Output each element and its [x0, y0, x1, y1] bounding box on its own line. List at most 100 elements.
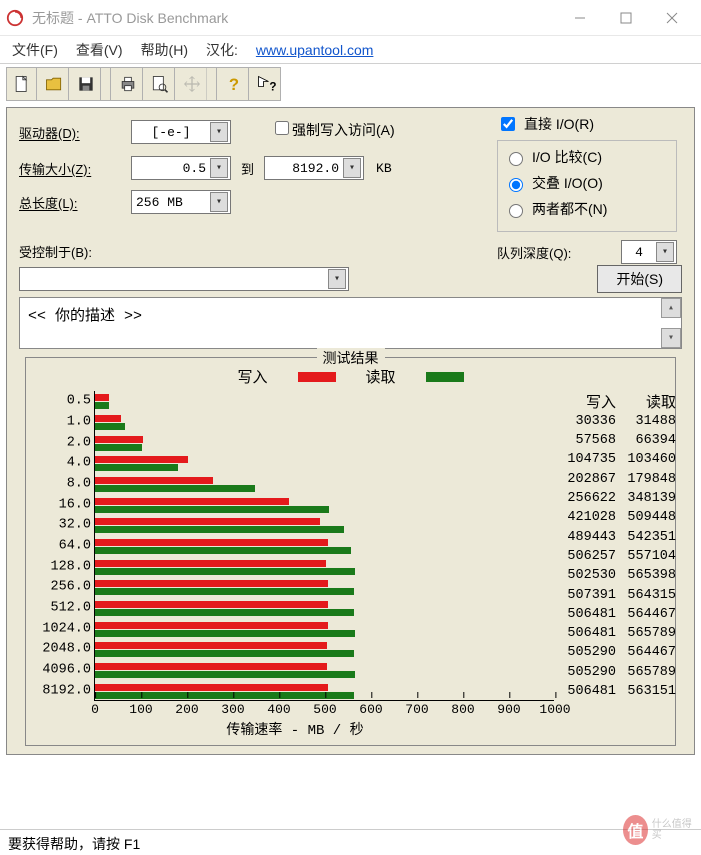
read-bar: [95, 630, 355, 637]
write-bar: [95, 539, 328, 546]
write-bar: [95, 436, 143, 443]
write-bar: [95, 498, 289, 505]
write-bar: [95, 518, 320, 525]
y-tick-label: 2048.0: [42, 642, 95, 657]
transfer-from-select[interactable]: 0.5: [131, 156, 231, 180]
transfer-to-select[interactable]: 8192.0: [264, 156, 364, 180]
force-write-checkbox[interactable]: 强制写入访问(A): [271, 118, 395, 140]
controlled-select[interactable]: [19, 267, 349, 291]
table-row: 489443542351: [554, 528, 678, 547]
help-icon[interactable]: ?: [219, 68, 249, 100]
svg-text:?: ?: [228, 75, 238, 94]
queue-select[interactable]: 4: [621, 240, 677, 264]
length-select[interactable]: 256 MB: [131, 190, 231, 214]
x-tick-label: 1000: [539, 700, 570, 717]
neither-radio[interactable]: 两者都不(N): [504, 199, 670, 219]
write-bar: [95, 663, 327, 670]
print-icon[interactable]: [113, 68, 143, 100]
chart-legend: 写入 读取: [36, 366, 665, 387]
save-icon[interactable]: [71, 68, 101, 100]
preview-icon[interactable]: [145, 68, 175, 100]
write-bar: [95, 580, 328, 587]
table-row: 506481565789: [554, 624, 678, 643]
direct-io-checkbox[interactable]: 直接 I/O(R): [497, 114, 677, 134]
write-bar: [95, 601, 328, 608]
y-tick-label: 512.0: [50, 601, 95, 616]
y-tick-label: 4096.0: [42, 663, 95, 678]
x-tick-label: 900: [497, 700, 520, 717]
statusbar: 要获得帮助，请按 F1: [0, 829, 701, 855]
close-button[interactable]: [649, 3, 695, 33]
watermark: 值 什么值得买: [623, 811, 693, 849]
toolbar-separator: [103, 68, 111, 100]
new-icon[interactable]: [7, 68, 37, 100]
table-row: 505290564467: [554, 644, 678, 663]
read-bar: [95, 506, 329, 513]
write-bar: [95, 642, 327, 649]
write-bar: [95, 560, 326, 567]
open-icon[interactable]: [39, 68, 69, 100]
scroll-down-icon[interactable]: ▾: [661, 328, 681, 348]
kb-label: KB: [364, 161, 392, 176]
x-tick-label: 200: [175, 700, 198, 717]
svg-text:?: ?: [269, 81, 276, 94]
y-tick-label: 1024.0: [42, 621, 95, 636]
read-bar: [95, 444, 142, 451]
window-controls: [557, 3, 695, 33]
y-tick-label: 256.0: [50, 580, 95, 595]
read-bar: [95, 464, 178, 471]
maximize-button[interactable]: [603, 3, 649, 33]
scroll-up-icon[interactable]: ▴: [661, 298, 681, 318]
write-bar: [95, 684, 328, 691]
menu-localize: 汉化:: [206, 40, 238, 60]
overlap-io-radio[interactable]: 交叠 I/O(O): [504, 173, 670, 193]
y-tick-label: 4.0: [67, 456, 95, 471]
menu-link[interactable]: www.upantool.com: [256, 42, 374, 58]
toolbar: ? ?: [6, 67, 281, 101]
y-tick-label: 2.0: [67, 435, 95, 450]
read-bar: [95, 650, 354, 657]
bar-chart: 0.51.02.04.08.016.032.064.0128.0256.0512…: [94, 391, 554, 701]
minimize-button[interactable]: [557, 3, 603, 33]
y-tick-label: 64.0: [59, 539, 95, 554]
y-tick-label: 16.0: [59, 497, 95, 512]
read-bar: [95, 609, 354, 616]
queue-label: 队列深度(Q):: [497, 243, 621, 262]
read-bar: [95, 402, 109, 409]
menu-file[interactable]: 文件(F): [12, 40, 58, 60]
x-tick-label: 500: [313, 700, 336, 717]
results-table: 写入 读取 3033631488575686639410473510346020…: [554, 391, 678, 739]
write-bar: [95, 456, 188, 463]
write-bar: [95, 415, 121, 422]
y-tick-label: 8192.0: [42, 683, 95, 698]
io-mode-group: I/O 比较(C) 交叠 I/O(O) 两者都不(N): [497, 140, 677, 232]
drive-select[interactable]: [-e-]: [131, 120, 231, 144]
description-box[interactable]: << 你的描述 >> ▴ ▾: [19, 297, 682, 349]
io-compare-radio[interactable]: I/O 比较(C): [504, 147, 670, 167]
context-help-icon[interactable]: ?: [251, 68, 281, 100]
y-tick-label: 0.5: [67, 394, 95, 409]
table-row: 506481564467: [554, 605, 678, 624]
menu-help[interactable]: 帮助(H): [141, 40, 188, 60]
write-bar: [95, 477, 213, 484]
move-icon[interactable]: [177, 68, 207, 100]
x-axis-label: 传输速率 - MB / 秒: [36, 719, 554, 739]
table-row: 507391564315: [554, 586, 678, 605]
x-tick-label: 0: [91, 700, 99, 717]
table-row: 202867179848: [554, 470, 678, 489]
x-tick-label: 100: [129, 700, 152, 717]
read-bar: [95, 671, 355, 678]
table-row: 104735103460: [554, 451, 678, 470]
menubar: 文件(F) 查看(V) 帮助(H) 汉化: www.upantool.com: [0, 36, 701, 64]
write-bar: [95, 394, 109, 401]
app-icon: [6, 9, 24, 27]
table-row: 505290565789: [554, 663, 678, 682]
read-bar: [95, 547, 351, 554]
start-button[interactable]: 开始(S): [597, 265, 682, 293]
table-row: 502530565398: [554, 566, 678, 585]
menu-view[interactable]: 查看(V): [76, 40, 123, 60]
table-row: 506257557104: [554, 547, 678, 566]
write-swatch: [298, 372, 336, 382]
table-row: 256622348139: [554, 489, 678, 508]
results-panel: 测试结果 写入 读取 0.51.02.04.08.016.032.064.012…: [25, 357, 676, 746]
